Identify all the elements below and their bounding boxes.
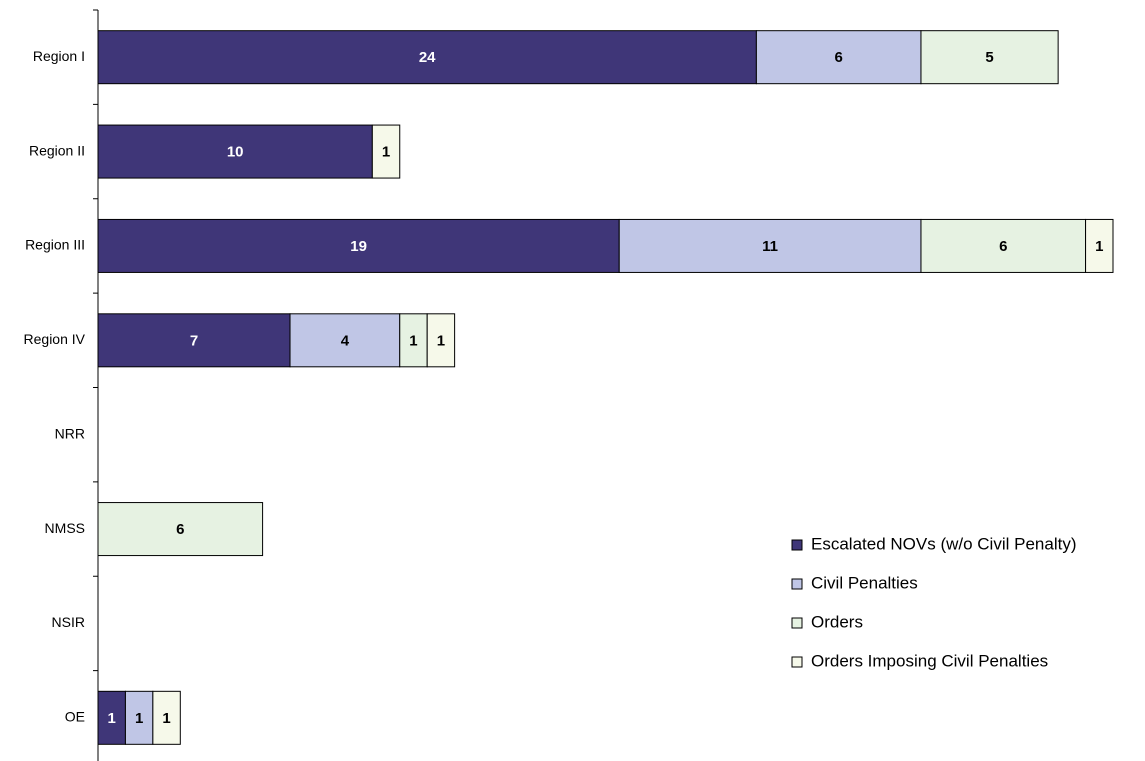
bar-segment — [371, 124, 401, 179]
data-label: 4 — [341, 332, 350, 349]
y-tick-label: NSIR — [52, 614, 85, 630]
data-label: 10 — [227, 144, 244, 161]
data-label: 6 — [835, 49, 843, 66]
data-label: 1 — [108, 710, 116, 727]
bar-segment — [920, 218, 1087, 273]
bar-segment — [1085, 218, 1114, 273]
data-label: 1 — [135, 710, 143, 727]
legend-swatch — [791, 539, 803, 551]
data-label: 19 — [350, 238, 367, 255]
legend-label: Orders Imposing Civil Penalties — [811, 651, 1048, 670]
bar-segment — [399, 313, 428, 368]
bar-segment — [920, 30, 1059, 85]
bar-segment — [97, 502, 264, 557]
data-label: 1 — [409, 332, 417, 349]
data-label: 1 — [1095, 238, 1103, 255]
bar-segment — [97, 124, 373, 179]
bar-segment — [755, 30, 922, 85]
y-tick-label: NMSS — [45, 520, 85, 536]
y-tick-label: OE — [65, 709, 85, 725]
bar-segment — [97, 313, 291, 368]
legend-label: Escalated NOVs (w/o Civil Penalty) — [811, 534, 1076, 553]
y-tick-label: Region III — [25, 237, 85, 253]
legend-swatch — [791, 656, 803, 668]
legend-swatch — [791, 617, 803, 629]
data-label: 7 — [190, 332, 198, 349]
data-label: 6 — [999, 238, 1007, 255]
bar-segment — [618, 218, 922, 273]
y-tick-label: Region II — [29, 142, 85, 158]
bar-segment — [97, 218, 620, 273]
data-label: 24 — [419, 49, 436, 66]
bar-segment — [152, 690, 181, 745]
data-label: 1 — [437, 332, 445, 349]
data-label: 6 — [176, 521, 184, 538]
legend-swatch — [791, 578, 803, 590]
legend-label: Civil Penalties — [811, 573, 918, 592]
legend-label: Orders — [811, 612, 863, 631]
data-label: 1 — [162, 710, 170, 727]
y-tick-label: Region IV — [24, 331, 86, 347]
bar-segment — [426, 313, 456, 368]
y-tick-label: Region I — [33, 48, 85, 64]
data-label: 5 — [985, 49, 993, 66]
y-tick-label: NRR — [55, 425, 85, 441]
data-label: 11 — [762, 238, 778, 255]
bar-segment — [124, 690, 154, 745]
data-label: 1 — [382, 144, 390, 161]
bar-segment — [97, 30, 757, 85]
